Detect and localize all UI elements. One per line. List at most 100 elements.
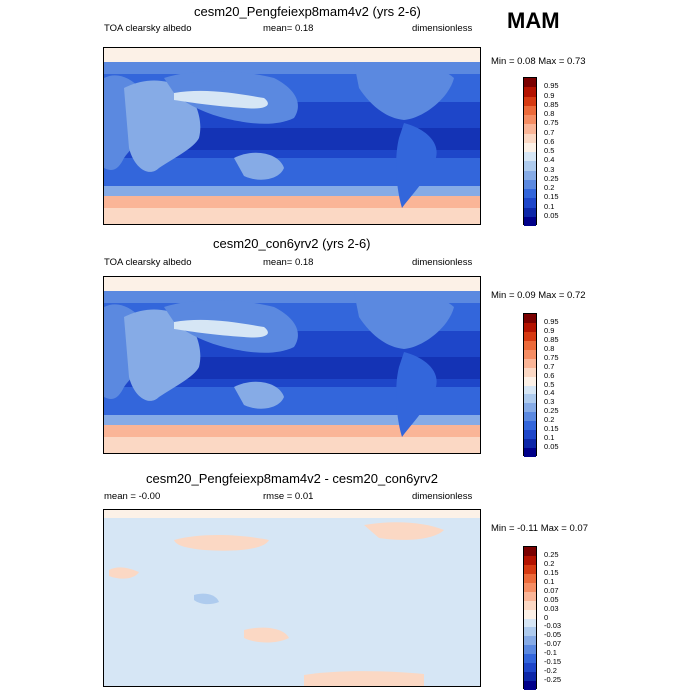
colorbar-tick-label: 0.95 [544,316,559,326]
colorbar-swatch [524,198,536,208]
colorbar-swatch [524,314,536,323]
panel-3-minmax: Min = -0.11 Max = 0.07 [491,523,588,534]
panel-1-mean-label: mean= 0.18 [263,23,314,34]
colorbar-tick-label: 0.3 [544,164,555,174]
colorbar-swatch [524,430,536,440]
panel-3-rmse-label: rmse = 0.01 [263,491,314,502]
colorbar-tick-label: 0.7 [544,127,555,137]
colorbar-swatch [524,331,536,341]
panel-2-left-label: TOA clearsky albedo [104,257,192,268]
colorbar-tick-label: 0.5 [544,379,555,389]
colorbar-tick-label: 0.8 [544,109,555,118]
panel-2-map [103,276,481,454]
colorbar-tick-label: 0.1 [544,201,555,211]
colorbar-tick-label: 0.85 [544,334,559,344]
colorbar-swatch [524,115,536,125]
colorbar-swatch [524,152,536,162]
colorbar-tick-label: 0.05 [544,210,559,220]
colorbar-swatch [524,105,536,115]
colorbar-tick-label: 0.95 [544,81,559,91]
colorbar-tick-label: 0.3 [544,397,555,407]
colorbar-tick-label: -0.1 [544,648,557,658]
panel-3-mean-label: mean = -0.00 [104,491,161,502]
colorbar-tick-label: 0.05 [544,594,559,604]
colorbar-swatch [524,609,536,619]
colorbar-swatch [524,133,536,143]
colorbar-tick-label: 0 [544,612,549,622]
colorbar-swatch [524,216,536,226]
colorbar-tick-label: 0.9 [544,90,555,100]
panel-3-map [103,509,481,687]
colorbar-tick-label: 0.2 [544,558,555,568]
colorbar-tick-label: 0.1 [544,576,555,586]
colorbar-swatch [524,564,536,574]
colorbar-swatch [524,555,536,565]
colorbar-tick-label: 0.85 [544,99,559,109]
colorbar-tick-label: -0.25 [544,675,562,685]
colorbar-tick-label: 0.1 [544,433,555,443]
colorbar-tick-label: -0.03 [544,621,562,631]
colorbar-swatch [524,367,536,377]
panel-1-units-label: dimensionless [412,23,473,34]
colorbar-tick-label: 0.6 [544,136,555,146]
colorbar-tick-label: 0.2 [544,415,555,425]
colorbar-swatch [524,189,536,199]
colorbar-swatch [524,412,536,422]
colorbar-swatch [524,376,536,386]
panel-2-title: cesm20_con6yrv2 (yrs 2-6) [213,236,371,251]
panel-3-units-label: dimensionless [412,491,473,502]
colorbar-swatch [524,681,536,690]
panel-2-units-label: dimensionless [412,257,473,268]
colorbar-swatch [524,645,536,655]
colorbar-swatch [524,124,536,134]
colorbar-swatch [524,161,536,171]
colorbar-swatch [524,78,536,88]
panel-2-minmax: Min = 0.09 Max = 0.72 [491,290,586,301]
colorbar-swatch [524,591,536,601]
colorbar-tick-label: 0.07 [544,585,559,595]
colorbar-swatch [524,627,536,637]
colorbar-swatch [524,349,536,359]
colorbar-tick-label: -0.07 [544,639,562,649]
colorbar-tick-label: 0.4 [544,155,555,165]
colorbar-swatch [524,547,536,556]
colorbar-swatch [524,439,536,449]
colorbar-swatch [524,96,536,106]
colorbar-tick-label: 0.2 [544,183,555,192]
colorbar-tick-label: 0.4 [544,388,555,398]
colorbar-swatch [524,322,536,332]
colorbar-swatch [524,663,536,673]
panel-1-title: cesm20_Pengfeiexp8mam4v2 (yrs 2-6) [194,4,421,19]
colorbar-swatch [524,87,536,97]
colorbar-swatch [524,340,536,350]
colorbar-swatch [524,179,536,189]
colorbar-swatch [524,421,536,431]
colorbar-tick-label: 0.6 [544,370,555,380]
panel-3-colorbar [523,546,537,690]
colorbar-swatch [524,636,536,646]
panel-1-map [103,47,481,225]
panel-2-colorbar [523,313,537,457]
colorbar-tick-label: -0.2 [544,666,557,676]
colorbar-tick-label: 0.15 [544,192,559,202]
colorbar-swatch [524,207,536,217]
colorbar-tick-label: -0.05 [544,630,562,640]
colorbar-tick-label: 0.5 [544,146,555,155]
colorbar-swatch [524,448,536,457]
colorbar-tick-label: 0.03 [544,603,559,613]
colorbar-swatch [524,654,536,664]
colorbar-tick-label: 0.75 [544,352,559,362]
colorbar-tick-label: 0.05 [544,442,559,452]
colorbar-tick-label: 0.9 [544,325,555,335]
colorbar-swatch [524,142,536,152]
colorbar-swatch [524,403,536,413]
colorbar-swatch [524,358,536,368]
colorbar-swatch [524,618,536,628]
panel-1-minmax: Min = 0.08 Max = 0.73 [491,56,586,67]
colorbar-swatch [524,582,536,592]
colorbar-swatch [524,394,536,404]
colorbar-tick-label: 0.75 [544,118,559,128]
panel-2-mean-label: mean= 0.18 [263,257,314,268]
colorbar-tick-label: 0.7 [544,361,555,371]
panel-3-title: cesm20_Pengfeiexp8mam4v2 - cesm20_con6yr… [146,471,438,486]
